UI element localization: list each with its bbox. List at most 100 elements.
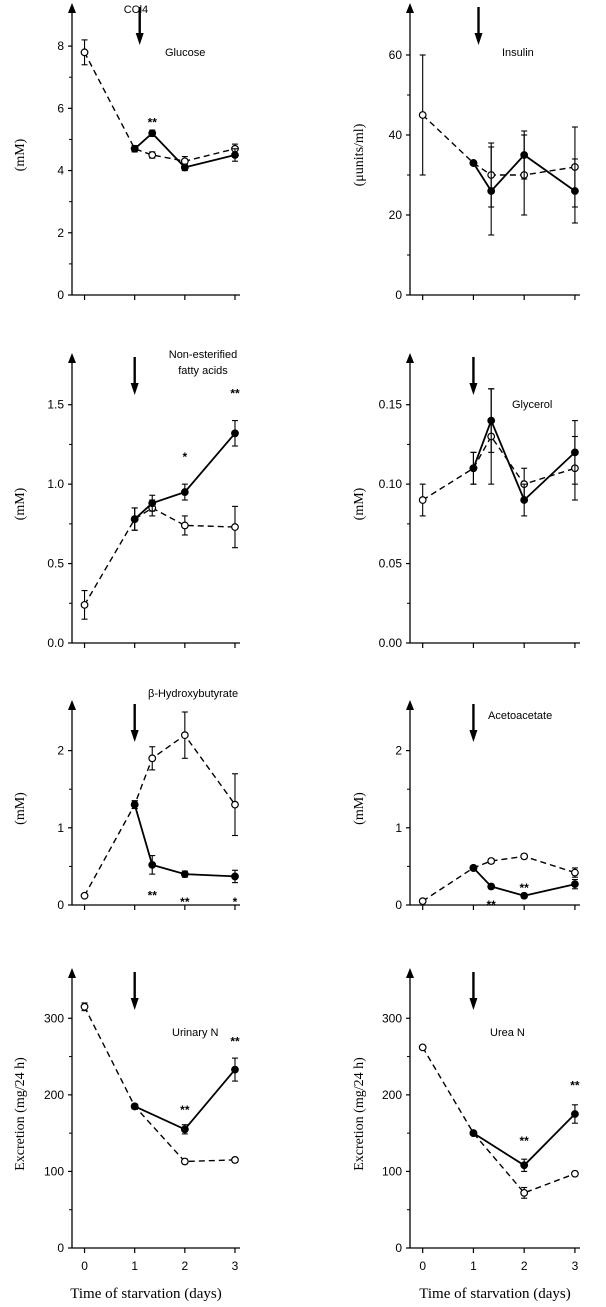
injection-arrowhead (130, 383, 139, 395)
y-axis-label: (mM) (13, 487, 28, 520)
data-point-open (231, 1156, 239, 1164)
significance-label: * (182, 450, 187, 464)
data-point-open (418, 897, 427, 906)
data-point-open (487, 857, 496, 865)
chart-panel-glucose: 0 2 4 6 8 (mM) CCl4 Glucose ** (13, 3, 240, 302)
data-point-filled (487, 187, 496, 195)
data-point-open (148, 754, 157, 763)
data-point-filled (148, 129, 157, 138)
data-point-open (80, 891, 89, 900)
data-point-filled (231, 151, 239, 159)
data-point-filled (231, 1065, 239, 1074)
injection-label: CCl4 (124, 4, 148, 16)
x-tick-label: 0 (81, 1259, 88, 1273)
y-tick-label: 1 (57, 821, 64, 835)
data-point-open (231, 523, 239, 531)
series-line-open (83, 1006, 236, 1163)
y-tick-label: 1 (395, 821, 402, 835)
data-point-filled (469, 464, 478, 473)
y-tick-label: 0.05 (379, 557, 403, 571)
y-tick-label: 0 (395, 898, 402, 912)
data-point-filled (571, 880, 579, 889)
data-point-filled (487, 882, 496, 891)
y-axis-label: Excretion (mg/24 h) (352, 1057, 367, 1171)
data-point-filled (180, 870, 189, 879)
data-point-filled (487, 416, 496, 425)
y-tick-label: 0 (395, 288, 402, 302)
data-point-filled (130, 515, 139, 523)
y-axis-label: Excretion (mg/24 h) (13, 1057, 28, 1171)
injection-arrowhead (130, 730, 139, 742)
series-line-open (422, 435, 576, 501)
data-point-open (418, 496, 427, 504)
data-point-filled (180, 1125, 189, 1134)
chart-title: Glucose (165, 47, 205, 59)
y-tick-label: 0 (395, 1241, 402, 1255)
y-axis-arrowhead (406, 353, 414, 363)
series-line-filled (134, 131, 236, 169)
significance-label: ** (230, 1034, 240, 1048)
x-tick-label: 2 (521, 1259, 528, 1273)
chart-title: Glycerol (512, 399, 552, 411)
data-point-open (180, 1157, 189, 1166)
chart-panel-urinary-n: 0 100 200 300 0 1 2 3 Time of starvation (days) E… (13, 968, 240, 1302)
y-tick-label: 2 (395, 744, 402, 758)
x-tick-label: 3 (572, 1259, 579, 1273)
chart-title: Urinary N (172, 1027, 219, 1039)
y-tick-label: 2 (57, 226, 64, 240)
data-point-filled (520, 496, 529, 504)
y-tick-label: 0.15 (379, 398, 403, 412)
injection-arrowhead (130, 998, 139, 1010)
injection-arrowhead (469, 998, 478, 1010)
y-tick-label: 0.00 (379, 636, 403, 650)
x-tick-label: 0 (419, 1259, 426, 1273)
y-tick-label: 100 (382, 1164, 402, 1178)
y-axis-label: (μunits/ml) (352, 123, 367, 186)
injection-arrowhead (135, 33, 144, 45)
chart-panel-hydroxybutyrate: 012(mM)β-Hydroxybutyrate** ** * (13, 688, 240, 912)
data-point-open (80, 48, 89, 57)
y-axis-arrowhead (68, 968, 76, 978)
y-tick-label: 2 (57, 744, 64, 758)
y-tick-label: 0.0 (47, 636, 64, 650)
y-tick-label: 6 (57, 101, 64, 115)
data-point-open (80, 1002, 89, 1011)
chart-panel-nefa: 0.0 0.5 1.0 1.5 (mM) Non-esterified fatty acid… (13, 349, 240, 650)
y-tick-label: 300 (44, 1011, 64, 1025)
data-point-filled (130, 144, 139, 153)
series-line-filled (472, 418, 576, 502)
y-axis-arrowhead (68, 353, 76, 363)
data-point-open (571, 868, 579, 877)
series-line-filled (134, 432, 236, 520)
data-point-open (520, 852, 529, 861)
data-point-open (180, 521, 189, 530)
chart-title: fatty acids (178, 365, 228, 377)
y-axis-arrowhead (68, 700, 76, 710)
x-axis-label: Time of starvation (days) (70, 1286, 222, 1302)
series-line-filled (133, 804, 236, 878)
y-tick-label: 0 (57, 898, 64, 912)
y-tick-label: 0.10 (379, 477, 403, 491)
y-axis-arrowhead (68, 3, 76, 13)
series-line-filled (134, 1069, 236, 1131)
data-point-open (418, 1043, 427, 1052)
y-tick-label: 0 (57, 288, 64, 302)
data-point-filled (571, 187, 579, 195)
series-line-filled (472, 153, 576, 193)
data-point-filled (148, 860, 157, 869)
significance-label: ** (520, 1134, 530, 1148)
data-point-filled (520, 1161, 529, 1170)
y-tick-label: 300 (382, 1011, 402, 1025)
significance-label: ** (148, 889, 158, 903)
injection-arrowhead (474, 33, 483, 45)
chart-title: Insulin (502, 47, 534, 59)
data-point-filled (130, 1102, 139, 1111)
injection-arrowhead (469, 730, 478, 742)
y-tick-label: 60 (389, 48, 403, 62)
significance-label: ** (487, 898, 497, 912)
y-tick-label: 1.0 (47, 477, 64, 491)
data-point-open (418, 111, 427, 119)
y-tick-label: 40 (389, 128, 403, 142)
significance-label: ** (230, 387, 240, 401)
